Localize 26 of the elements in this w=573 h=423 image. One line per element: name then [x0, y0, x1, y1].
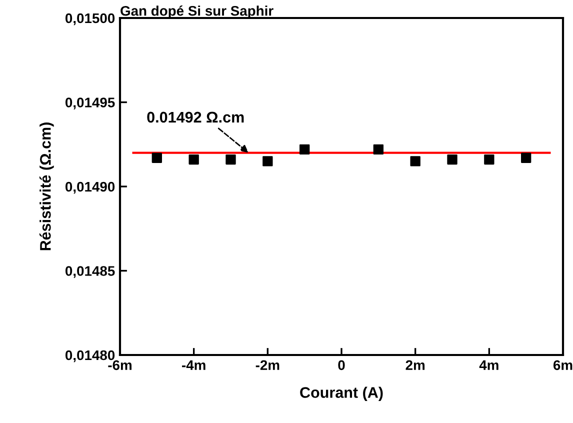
y-tick-label: 0,01495: [65, 98, 115, 110]
point: [262, 156, 273, 166]
x-tick-label: 0: [338, 360, 345, 370]
x-tick-label: 6m: [553, 360, 572, 370]
x-axis-title: Courant (A): [300, 386, 383, 401]
y-tick-label: 0,01500: [65, 13, 115, 26]
y-tick-label: 0,01480: [65, 350, 115, 362]
point: [410, 156, 420, 166]
ref-line-label: 0.01492 Ω.cm: [147, 112, 244, 123]
x-tick-label: -2m: [256, 360, 280, 370]
point: [373, 144, 384, 155]
y-axis-title: Résistivité (Ω.cm): [39, 122, 54, 250]
point: [188, 154, 199, 165]
x-tick-label: 4m: [479, 360, 498, 370]
x-tick-label: -6m: [108, 360, 132, 370]
point: [484, 154, 494, 165]
point: [152, 152, 162, 163]
y-tick-label: 0,01485: [65, 266, 115, 278]
point: [520, 152, 532, 163]
point: [226, 154, 236, 165]
x-tick-label: 2m: [406, 360, 425, 370]
point: [299, 144, 310, 155]
point: [447, 154, 458, 165]
chart-title: Gan dopé Si sur Saphir: [120, 5, 274, 19]
y-tick-label: 0,01490: [65, 182, 115, 194]
x-tick-label: -4m: [182, 360, 206, 370]
